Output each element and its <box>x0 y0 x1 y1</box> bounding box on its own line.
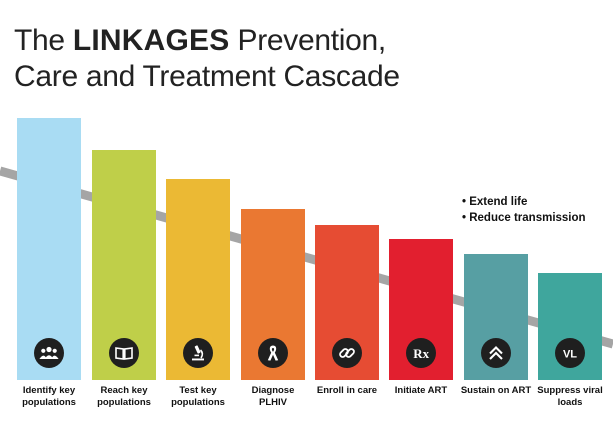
vl-icon: VL <box>555 338 585 368</box>
svg-text:Rx: Rx <box>413 346 429 361</box>
svg-text:VL: VL <box>563 348 577 360</box>
title-line1-rest: Prevention, <box>229 24 387 57</box>
page-title-line-1: The LINKAGES Prevention, <box>14 24 604 58</box>
step-label-suppress-viral-loads: Suppress viral loads <box>537 385 603 408</box>
step-label-test-key-populations: Test key populations <box>171 385 225 408</box>
page-title-line-2: Care and Treatment Cascade <box>14 60 400 93</box>
book-icon <box>109 338 139 368</box>
title-prefix: The <box>14 24 73 57</box>
cascade-bar-identify-key-populations <box>17 118 81 380</box>
chain-link-icon <box>332 338 362 368</box>
rx-icon: Rx <box>406 338 436 368</box>
step-label-reach-key-populations: Reach key populations <box>97 385 151 408</box>
step-label-initiate-art: Initiate ART <box>394 385 448 396</box>
double-chevron-up-icon <box>481 338 511 368</box>
step-label-enroll-in-care: Enroll in care <box>316 385 378 396</box>
outcome-extend-life: Extend life <box>462 194 586 210</box>
step-label-sustain-on-art: Sustain on ART <box>460 385 532 396</box>
ribbon-icon <box>258 338 288 368</box>
people-icon <box>34 338 64 368</box>
microscope-icon <box>183 338 213 368</box>
outcomes-list: Extend life Reduce transmission <box>462 194 586 226</box>
outcome-reduce-transmission: Reduce transmission <box>462 210 585 226</box>
step-label-diagnose-plhiv: Diagnose PLHIV <box>251 385 295 408</box>
step-label-identify-key-populations: Identify key populations <box>22 385 76 408</box>
title-brand: LINKAGES <box>72 24 230 57</box>
